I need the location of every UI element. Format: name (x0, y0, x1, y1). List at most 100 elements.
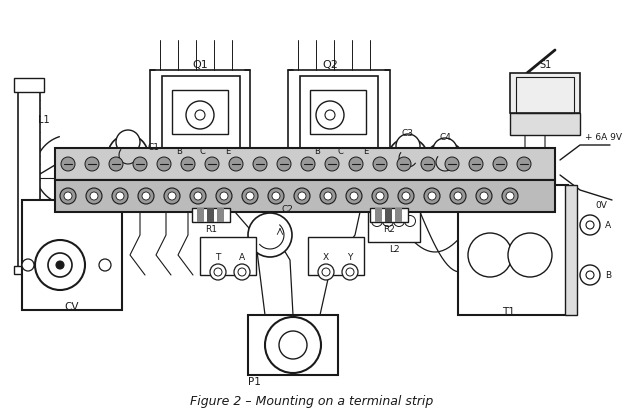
Circle shape (580, 265, 600, 285)
Text: Q2: Q2 (322, 60, 338, 70)
Circle shape (238, 268, 246, 276)
Bar (510, 73, 580, 113)
Circle shape (294, 188, 310, 204)
Bar (14, 266, 44, 274)
Circle shape (138, 188, 154, 204)
Bar (55, 180, 555, 212)
Circle shape (56, 261, 64, 269)
Circle shape (116, 192, 124, 200)
Text: R2: R2 (383, 225, 395, 234)
Circle shape (508, 233, 552, 277)
Bar (300, 76, 378, 148)
Bar (197, 208, 204, 222)
Text: C: C (337, 147, 343, 157)
Bar (55, 148, 555, 180)
Bar (565, 185, 577, 315)
Text: E: E (363, 147, 369, 157)
Text: Figure 2 – Mounting on a terminal strip: Figure 2 – Mounting on a terminal strip (191, 395, 434, 408)
Text: C: C (199, 147, 205, 157)
Circle shape (372, 188, 388, 204)
Circle shape (64, 192, 72, 200)
Bar (22, 200, 122, 310)
Text: A: A (605, 220, 611, 229)
Circle shape (265, 317, 321, 373)
Text: C2: C2 (282, 205, 294, 215)
Circle shape (398, 188, 414, 204)
Circle shape (324, 192, 332, 200)
Bar (308, 237, 364, 275)
Circle shape (322, 268, 330, 276)
Bar (192, 208, 230, 222)
Text: Q1: Q1 (192, 60, 208, 70)
Text: B: B (605, 270, 611, 279)
Text: L2: L2 (389, 244, 399, 254)
Circle shape (349, 157, 363, 171)
Circle shape (469, 157, 483, 171)
Circle shape (517, 157, 531, 171)
Circle shape (394, 215, 404, 226)
Circle shape (580, 215, 600, 235)
Circle shape (248, 213, 292, 257)
Circle shape (194, 192, 202, 200)
Circle shape (220, 192, 228, 200)
Circle shape (268, 188, 284, 204)
Circle shape (229, 157, 243, 171)
Circle shape (373, 157, 387, 171)
Circle shape (388, 138, 428, 178)
Circle shape (346, 188, 362, 204)
Circle shape (157, 157, 171, 171)
Circle shape (493, 157, 507, 171)
Circle shape (425, 142, 465, 182)
Bar (395, 208, 402, 222)
Circle shape (316, 101, 344, 129)
Text: + 6A 9V: + 6A 9V (585, 134, 622, 142)
Circle shape (298, 192, 306, 200)
Circle shape (301, 157, 315, 171)
Circle shape (445, 157, 459, 171)
Bar (458, 185, 568, 315)
Circle shape (210, 264, 226, 280)
Text: S1: S1 (539, 60, 551, 70)
Bar (385, 208, 392, 222)
Circle shape (60, 188, 76, 204)
Text: R1: R1 (205, 225, 217, 234)
Bar (248, 315, 338, 375)
Circle shape (253, 157, 267, 171)
Bar (172, 90, 228, 134)
Circle shape (404, 215, 416, 226)
Circle shape (279, 331, 307, 359)
Circle shape (468, 233, 512, 277)
Circle shape (216, 188, 232, 204)
Text: C1: C1 (148, 144, 160, 152)
Circle shape (476, 188, 492, 204)
Circle shape (48, 253, 72, 277)
Circle shape (205, 157, 219, 171)
Circle shape (186, 101, 214, 129)
Circle shape (168, 192, 176, 200)
Circle shape (108, 135, 148, 175)
Text: Y: Y (348, 254, 352, 262)
Circle shape (22, 259, 34, 271)
Circle shape (433, 138, 457, 162)
Bar (162, 76, 240, 148)
Bar (207, 208, 214, 222)
Circle shape (214, 268, 222, 276)
Text: C3: C3 (402, 129, 414, 139)
Circle shape (109, 157, 123, 171)
Circle shape (277, 157, 291, 171)
Bar (310, 90, 366, 134)
Circle shape (382, 215, 394, 226)
Text: X: X (323, 254, 329, 262)
Text: B: B (176, 147, 182, 157)
Circle shape (181, 157, 195, 171)
Circle shape (320, 188, 336, 204)
Circle shape (61, 157, 75, 171)
Bar (516, 77, 574, 113)
Circle shape (454, 192, 462, 200)
Circle shape (346, 268, 354, 276)
Circle shape (342, 264, 358, 280)
Circle shape (350, 192, 358, 200)
Circle shape (272, 192, 280, 200)
Circle shape (502, 188, 518, 204)
Circle shape (397, 157, 411, 171)
